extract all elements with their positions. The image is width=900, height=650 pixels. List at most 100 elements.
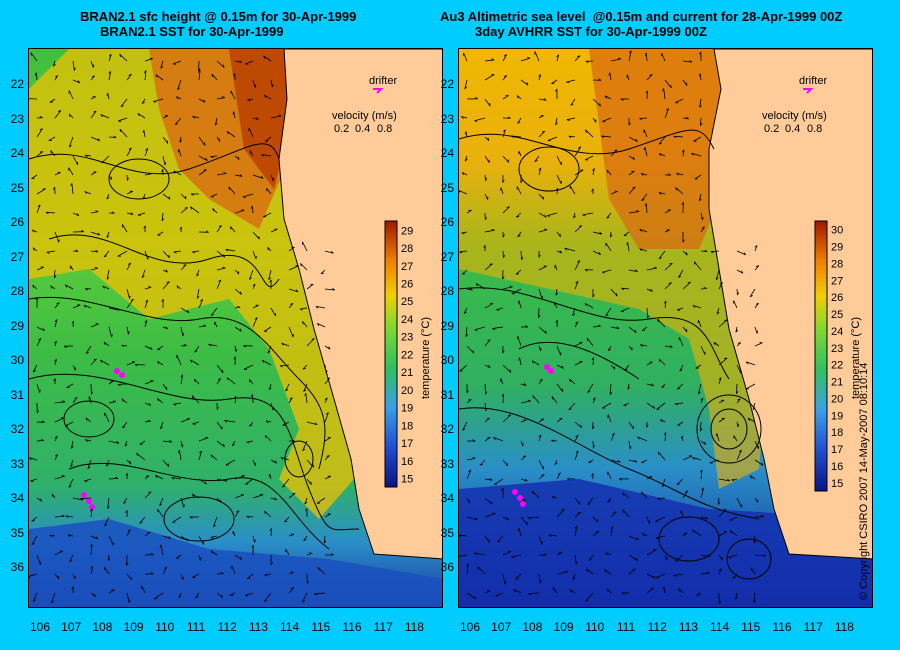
current-arrow bbox=[126, 147, 132, 157]
current-arrow bbox=[161, 299, 164, 309]
current-arrow bbox=[574, 526, 578, 537]
current-arrow bbox=[306, 478, 312, 485]
current-arrow bbox=[538, 212, 547, 218]
current-arrow bbox=[681, 201, 684, 214]
current-arrow bbox=[270, 459, 278, 464]
current-arrow bbox=[226, 131, 236, 138]
current-arrow bbox=[175, 554, 182, 559]
current-arrow bbox=[605, 552, 612, 556]
current-arrow bbox=[736, 342, 742, 347]
current-arrow bbox=[141, 98, 146, 104]
current-arrow bbox=[216, 225, 222, 233]
colorbar-tick-label: 28 bbox=[401, 243, 413, 255]
current-arrow bbox=[288, 326, 294, 338]
current-arrow bbox=[610, 190, 618, 195]
current-arrow bbox=[493, 478, 504, 485]
current-arrow bbox=[54, 514, 65, 518]
velocity-legend-label: velocity (m/s) bbox=[762, 110, 827, 122]
current-arrow bbox=[141, 269, 146, 278]
current-arrow bbox=[664, 345, 673, 348]
current-arrow bbox=[210, 550, 218, 556]
current-arrow bbox=[520, 497, 526, 503]
current-arrow bbox=[54, 319, 58, 328]
current-arrow bbox=[270, 114, 282, 119]
current-arrow bbox=[29, 457, 38, 461]
current-arrow bbox=[466, 439, 476, 442]
current-arrow bbox=[234, 305, 241, 309]
current-arrow bbox=[69, 265, 74, 271]
current-arrow bbox=[696, 592, 702, 596]
current-arrow bbox=[556, 383, 564, 392]
current-arrow bbox=[36, 497, 43, 502]
current-arrow bbox=[745, 383, 756, 390]
current-arrow bbox=[252, 231, 260, 240]
current-arrow bbox=[592, 324, 601, 328]
current-arrow bbox=[171, 477, 182, 480]
current-arrow bbox=[699, 51, 702, 62]
current-arrow bbox=[177, 149, 182, 157]
current-arrow bbox=[216, 364, 224, 374]
current-arrow bbox=[554, 459, 558, 466]
current-arrow bbox=[36, 188, 46, 195]
current-arrow bbox=[534, 155, 540, 162]
current-arrow bbox=[173, 170, 182, 176]
current-arrow bbox=[736, 364, 742, 374]
current-arrow bbox=[269, 279, 272, 290]
current-arrow bbox=[700, 212, 704, 221]
current-arrow bbox=[280, 456, 290, 461]
current-arrow bbox=[230, 226, 236, 233]
current-arrow bbox=[176, 96, 182, 100]
current-arrow bbox=[692, 304, 702, 309]
colorbar-tick-label: 25 bbox=[831, 309, 843, 321]
current-arrow bbox=[216, 250, 226, 258]
left-map-subtitle: BRAN2.1 SST for 30-Apr-1999 bbox=[100, 24, 284, 39]
current-arrow bbox=[67, 534, 74, 537]
current-arrow bbox=[324, 475, 331, 480]
current-arrow bbox=[677, 421, 684, 426]
current-arrow bbox=[566, 478, 576, 481]
current-arrow bbox=[484, 98, 491, 107]
current-arrow bbox=[196, 288, 200, 299]
current-arrow bbox=[144, 148, 149, 157]
colorbar-tick-label: 24 bbox=[401, 314, 413, 326]
current-arrow bbox=[657, 497, 666, 501]
current-arrow bbox=[300, 263, 308, 271]
current-arrow bbox=[172, 516, 182, 523]
current-arrow bbox=[144, 57, 153, 62]
current-arrow bbox=[122, 497, 128, 504]
current-arrow bbox=[31, 229, 38, 233]
current-arrow bbox=[250, 394, 254, 404]
current-arrow bbox=[70, 183, 74, 195]
current-arrow bbox=[107, 497, 110, 510]
current-arrow bbox=[234, 155, 240, 160]
current-arrow bbox=[285, 548, 290, 556]
colorbar-tick-label: 23 bbox=[831, 343, 843, 355]
current-arrow bbox=[658, 191, 666, 195]
latitude-label: 31 bbox=[440, 387, 454, 402]
current-arrow bbox=[664, 229, 670, 233]
current-arrow bbox=[459, 364, 468, 372]
current-arrow bbox=[180, 207, 188, 214]
current-arrow bbox=[502, 364, 512, 373]
current-arrow bbox=[610, 57, 622, 62]
current-arrow bbox=[700, 487, 705, 499]
current-arrow bbox=[72, 249, 79, 252]
current-arrow bbox=[234, 554, 242, 560]
current-arrow bbox=[162, 281, 170, 290]
colorbar-tick-label: 26 bbox=[401, 279, 413, 291]
current-arrow bbox=[198, 230, 209, 233]
cold-region bbox=[29, 519, 442, 607]
current-arrow bbox=[126, 262, 132, 271]
current-arrow bbox=[592, 250, 601, 255]
current-arrow bbox=[261, 154, 272, 157]
current-arrow bbox=[264, 136, 272, 142]
current-arrow bbox=[628, 210, 640, 214]
current-arrow bbox=[251, 544, 254, 556]
current-arrow bbox=[250, 205, 254, 214]
current-arrow bbox=[646, 402, 656, 409]
current-arrow bbox=[125, 473, 128, 480]
current-arrow bbox=[640, 344, 648, 347]
current-arrow bbox=[324, 553, 334, 556]
current-arrow bbox=[461, 269, 468, 275]
current-arrow bbox=[304, 497, 308, 505]
